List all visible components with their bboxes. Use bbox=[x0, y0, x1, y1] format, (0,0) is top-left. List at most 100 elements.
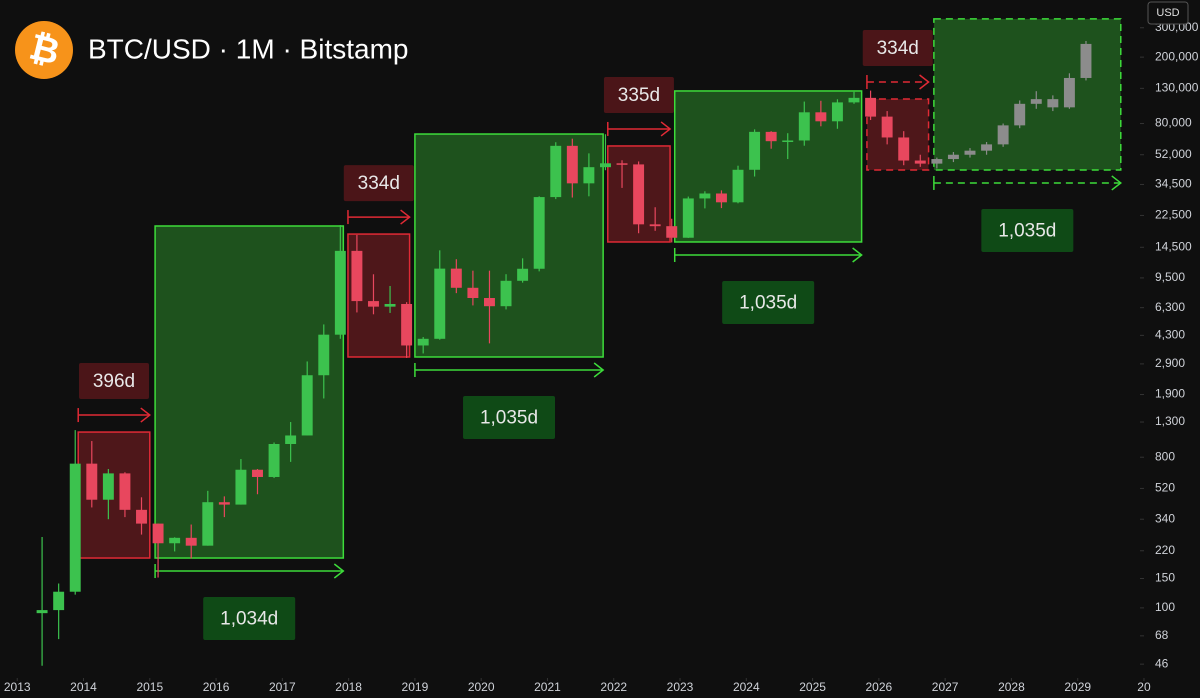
candle-body bbox=[1014, 103, 1026, 126]
range-arrowhead bbox=[400, 209, 411, 225]
candle-body bbox=[533, 197, 545, 269]
range-label-bg bbox=[343, 165, 414, 202]
candle-body bbox=[202, 502, 214, 546]
candle-body bbox=[1030, 99, 1042, 104]
x-tick-label: 2025 bbox=[799, 680, 826, 694]
x-tick-label: 20 bbox=[1137, 680, 1151, 694]
y-tick-label: 220 bbox=[1155, 543, 1175, 557]
range-label-bg bbox=[722, 280, 815, 324]
x-tick-label: 2013 bbox=[4, 680, 31, 694]
candle-body bbox=[69, 463, 81, 592]
y-tick-label: 1,300 bbox=[1155, 414, 1185, 428]
range-label-bg bbox=[862, 30, 933, 67]
candle-body bbox=[169, 537, 181, 544]
candle-body bbox=[550, 145, 562, 198]
y-tick-label: 340 bbox=[1155, 511, 1175, 525]
candle-body bbox=[947, 154, 959, 160]
candle-body bbox=[815, 112, 827, 122]
y-tick-label: 4,300 bbox=[1155, 328, 1185, 342]
candle-body bbox=[1080, 43, 1092, 78]
y-tick-label: 34,500 bbox=[1155, 177, 1192, 191]
candle-body bbox=[732, 169, 744, 203]
y-tick-label: 6,300 bbox=[1155, 300, 1185, 314]
candle-body bbox=[914, 160, 926, 164]
candle-body bbox=[798, 112, 810, 141]
range-label-bg bbox=[603, 76, 674, 113]
currency-badge bbox=[1147, 1, 1189, 25]
y-tick-label: 80,000 bbox=[1155, 116, 1192, 130]
logo bbox=[15, 21, 73, 79]
candle-body bbox=[53, 591, 65, 611]
y-tick-label: 2,900 bbox=[1155, 356, 1185, 370]
range-label: 1,034d bbox=[220, 609, 278, 630]
range-box bbox=[866, 98, 930, 171]
candle-body bbox=[450, 268, 462, 288]
candle-body bbox=[318, 334, 330, 376]
candle-body bbox=[616, 163, 628, 165]
candle-body bbox=[931, 159, 943, 164]
candle-body bbox=[682, 198, 694, 238]
candle-body bbox=[848, 97, 860, 103]
range-arrowhead bbox=[333, 563, 345, 579]
x-tick-label: 2014 bbox=[70, 680, 97, 694]
candle-body bbox=[566, 145, 578, 184]
range-label: 1,035d bbox=[739, 292, 797, 313]
range-label: 335d bbox=[618, 85, 660, 106]
y-tick-label: 520 bbox=[1155, 481, 1175, 495]
candle-body bbox=[666, 226, 678, 238]
candle-body bbox=[831, 102, 843, 122]
candle-body bbox=[881, 116, 893, 138]
candle-body bbox=[384, 303, 396, 307]
candle-body bbox=[1047, 99, 1059, 108]
x-tick-label: 2023 bbox=[667, 680, 694, 694]
candle-body bbox=[301, 375, 313, 436]
x-tick-label: 2024 bbox=[733, 680, 760, 694]
range-box bbox=[933, 18, 1122, 171]
candle-body bbox=[185, 537, 197, 546]
candle-body bbox=[517, 268, 529, 281]
range-label: 334d bbox=[358, 173, 400, 194]
x-tick-label: 2022 bbox=[600, 680, 627, 694]
y-tick-label: 150 bbox=[1155, 571, 1175, 585]
candle-body bbox=[782, 140, 794, 142]
candle-body bbox=[699, 193, 711, 199]
y-tick-label: 14,500 bbox=[1155, 239, 1192, 253]
range-box bbox=[673, 90, 863, 243]
candle-body bbox=[102, 473, 114, 500]
candle-body bbox=[500, 280, 512, 307]
x-tick-label: 2019 bbox=[402, 680, 429, 694]
y-tick-label: 9,500 bbox=[1155, 270, 1185, 284]
x-tick-label: 2015 bbox=[136, 680, 163, 694]
range-label: 396d bbox=[93, 371, 135, 392]
candle-body bbox=[351, 250, 363, 302]
candle-body bbox=[334, 250, 346, 335]
candle-body bbox=[36, 610, 48, 614]
candle-body bbox=[749, 131, 761, 170]
candle-body bbox=[484, 298, 495, 307]
candle-body bbox=[715, 193, 727, 203]
y-tick-label: 1,900 bbox=[1155, 387, 1185, 401]
x-tick-label: 2021 bbox=[534, 680, 561, 694]
range-box bbox=[154, 225, 345, 559]
candle-body bbox=[649, 224, 661, 227]
y-tick-label: 800 bbox=[1155, 449, 1175, 463]
range-label-bg bbox=[463, 395, 556, 439]
range-label-bg bbox=[203, 597, 296, 641]
candle-body bbox=[633, 164, 645, 225]
candle-body bbox=[252, 469, 263, 477]
x-tick-label: 2028 bbox=[998, 680, 1025, 694]
candle-body bbox=[235, 469, 247, 505]
range-arrowhead bbox=[140, 407, 152, 423]
candle-body bbox=[964, 150, 976, 155]
range-label: 334d bbox=[877, 38, 919, 59]
range-arrowhead bbox=[593, 362, 605, 378]
candle-body bbox=[1063, 77, 1075, 108]
candle-body bbox=[417, 338, 429, 346]
y-tick-label: 200,000 bbox=[1155, 49, 1199, 63]
y-tick-label: 68 bbox=[1155, 628, 1169, 642]
candle-body bbox=[368, 301, 379, 307]
candle-body bbox=[434, 268, 446, 339]
candle-body bbox=[981, 144, 993, 151]
